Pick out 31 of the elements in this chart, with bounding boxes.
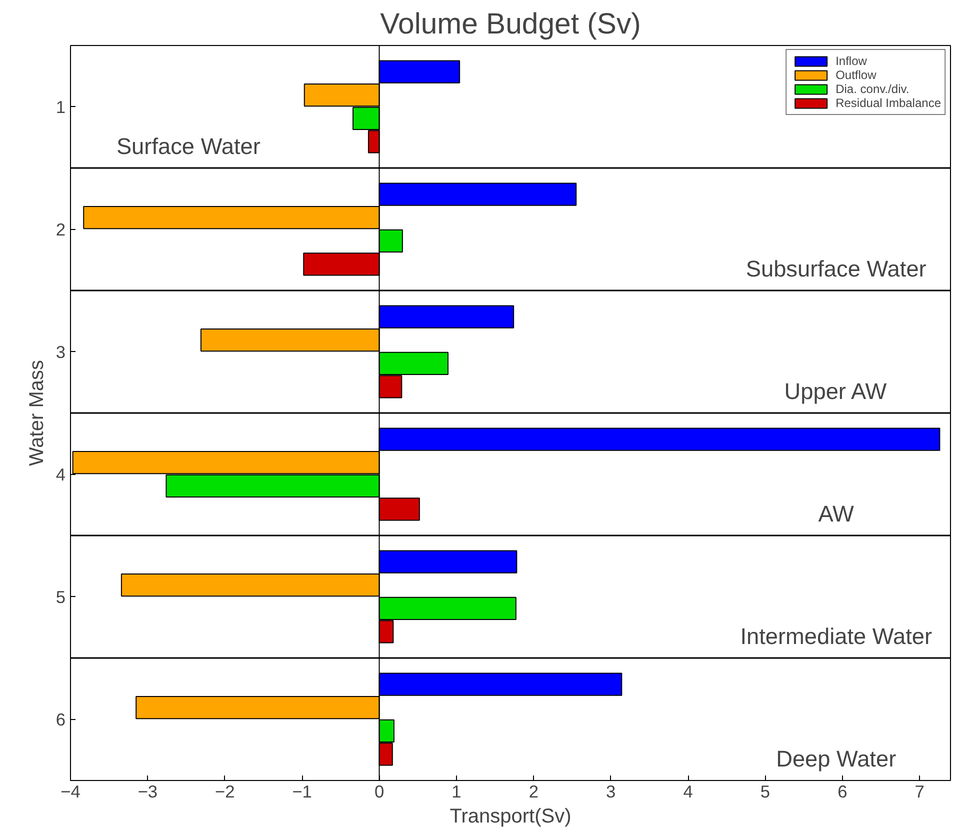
y-tick-label: 3 [56, 342, 66, 362]
y-tick-label: 1 [56, 96, 66, 117]
annotation: Upper AW [784, 378, 888, 404]
y-tick-label: 5 [56, 586, 66, 607]
y-tick-label: 4 [56, 464, 66, 484]
x-tick-label: 6 [838, 782, 848, 802]
annotation: Intermediate Water [740, 622, 932, 649]
x-tick-label: 2 [528, 782, 538, 802]
x-tick-label: −3 [138, 782, 158, 802]
annotation: AW [818, 500, 855, 526]
y-tick-label: 6 [56, 709, 66, 730]
y-axis-title: Water Mass [26, 360, 48, 466]
x-tick-label: 5 [760, 782, 770, 802]
x-tick-label: −4 [60, 782, 81, 802]
x-tick-label: 0 [374, 782, 384, 802]
legend-label: Inflow [836, 54, 867, 68]
legend-label: Residual Imbalance [836, 96, 941, 110]
x-tick-label: −2 [215, 782, 235, 802]
x-tick-label: −1 [292, 782, 312, 802]
annotation: Deep Water [776, 745, 897, 772]
y-tick-label: 2 [56, 219, 66, 240]
x-tick-label: 7 [914, 782, 924, 802]
annotation: Subsurface Water [746, 255, 927, 282]
x-tick-label: 4 [683, 782, 694, 802]
legend-label: Dia. conv./div. [836, 82, 910, 96]
x-tick-label: 3 [606, 782, 616, 802]
x-axis-title: Transport(Sv) [450, 806, 572, 828]
annotation: Surface Water [116, 132, 261, 159]
x-tick-label: 1 [452, 782, 462, 802]
legend-label: Outflow [836, 68, 876, 82]
chart-title: Volume Budget (Sv) [380, 8, 641, 40]
